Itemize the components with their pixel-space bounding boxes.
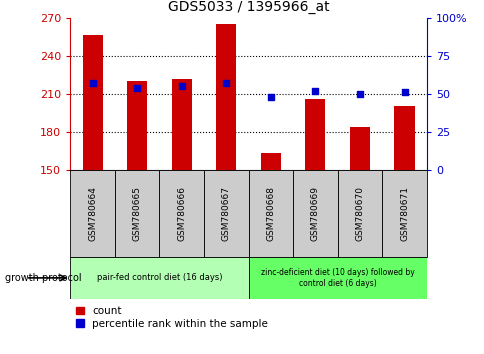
Text: GSM780667: GSM780667 [221,186,230,241]
Bar [260,153,280,170]
Bar [115,170,159,257]
Title: GDS5033 / 1395966_at: GDS5033 / 1395966_at [167,0,329,14]
Bar [127,81,147,170]
Point [266,94,274,100]
Bar [381,170,426,257]
Text: GSM780671: GSM780671 [399,186,408,241]
Point [400,90,408,95]
Bar [248,170,292,257]
Text: GSM780669: GSM780669 [310,186,319,241]
Bar [305,99,325,170]
Text: growth protocol: growth protocol [5,273,81,283]
Text: zinc-deficient diet (10 days) followed by
control diet (6 days): zinc-deficient diet (10 days) followed b… [260,268,414,287]
Bar [171,79,191,170]
Text: GSM780664: GSM780664 [88,186,97,241]
Bar [70,257,248,299]
Bar [292,170,337,257]
Point [355,91,363,97]
Point [222,80,230,86]
Bar [204,170,248,257]
Point [311,88,318,93]
Text: GSM780670: GSM780670 [355,186,363,241]
Bar [216,24,236,170]
Bar [159,170,204,257]
Legend: count, percentile rank within the sample: count, percentile rank within the sample [76,306,268,329]
Bar [70,170,115,257]
Bar [349,127,369,170]
Bar [82,35,103,170]
Text: pair-fed control diet (16 days): pair-fed control diet (16 days) [96,273,222,282]
Bar [337,170,381,257]
Text: GSM780665: GSM780665 [133,186,141,241]
Text: GSM780668: GSM780668 [266,186,275,241]
Bar [393,107,414,170]
Text: GSM780666: GSM780666 [177,186,186,241]
Point [178,83,185,89]
Point [133,85,141,91]
Point [89,80,96,86]
Bar [248,257,426,299]
